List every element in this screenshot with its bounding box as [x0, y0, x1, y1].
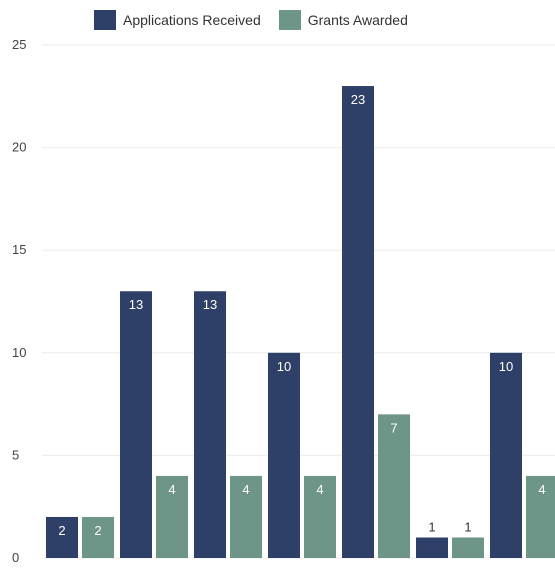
legend-label-applications-received: Applications Received — [123, 12, 261, 28]
data-label-applications-received-3: 13 — [203, 297, 217, 312]
bar-applications-received-4 — [268, 352, 300, 558]
bar-grants-awarded-3 — [230, 475, 262, 558]
bar-grants-awarded-1 — [82, 516, 114, 558]
data-label-grants-awarded-5: 7 — [390, 420, 397, 435]
y-tick-label-25: 25 — [12, 37, 26, 52]
y-tick-label-10: 10 — [12, 345, 26, 360]
legend-swatch-grants-awarded — [278, 10, 301, 30]
legend-item-applications-received: Applications Received — [94, 10, 261, 30]
data-label-applications-received-7: 10 — [499, 359, 513, 374]
data-label-applications-received-6: 1 — [428, 519, 435, 534]
bar-applications-received-1 — [46, 516, 78, 558]
y-tick-label-15: 15 — [12, 242, 26, 257]
bar-applications-received-6 — [416, 537, 448, 558]
bar-grants-awarded-4 — [304, 475, 336, 558]
bar-grants-awarded-5 — [378, 414, 410, 558]
y-tick-label-0: 0 — [12, 550, 19, 565]
data-label-grants-awarded-6: 1 — [464, 519, 471, 534]
legend: Applications Received Grants Awarded — [94, 10, 408, 30]
data-label-grants-awarded-3: 4 — [242, 482, 249, 497]
y-tick-label-5: 5 — [12, 447, 19, 462]
data-label-grants-awarded-1: 2 — [94, 523, 101, 538]
bar-grants-awarded-6 — [452, 537, 484, 558]
bar-grants-awarded-2 — [156, 475, 188, 558]
bar-grants-awarded-7 — [526, 475, 555, 558]
legend-label-grants-awarded: Grants Awarded — [307, 12, 408, 28]
data-label-grants-awarded-2: 4 — [168, 482, 175, 497]
legend-swatch-applications-received — [94, 10, 116, 30]
bar-applications-received-7 — [490, 352, 522, 558]
bar-applications-received-5 — [342, 86, 374, 558]
y-tick-label-20: 20 — [12, 140, 26, 155]
data-label-grants-awarded-4: 4 — [316, 482, 323, 497]
data-label-grants-awarded-7: 4 — [538, 482, 545, 497]
bar-applications-received-3 — [194, 291, 226, 558]
data-label-applications-received-5: 23 — [351, 92, 365, 107]
data-label-applications-received-4: 10 — [277, 359, 291, 374]
legend-item-grants-awarded: Grants Awarded — [278, 10, 408, 30]
bar-applications-received-2 — [120, 291, 152, 558]
data-label-applications-received-2: 13 — [129, 297, 143, 312]
data-label-applications-received-1: 2 — [58, 523, 65, 538]
